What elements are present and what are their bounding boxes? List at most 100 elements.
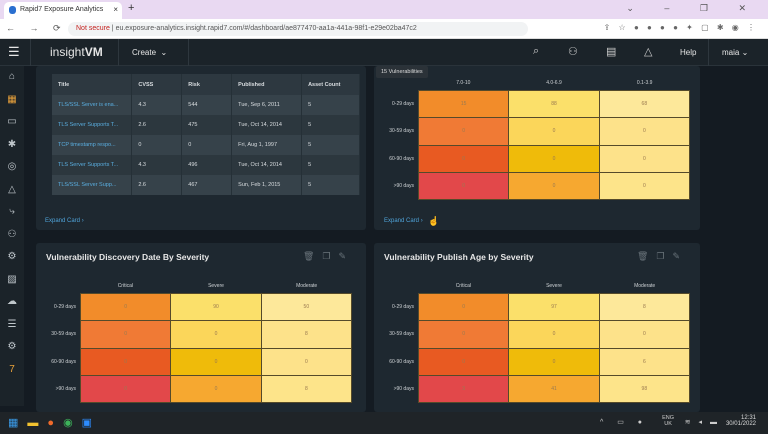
browser-tab[interactable]: Rapid7 Exposure Analytics ×	[4, 2, 122, 19]
card-actions[interactable]: 🗑❐✎	[636, 251, 688, 261]
heatmap-cell[interactable]: 0	[261, 348, 351, 375]
settings-icon[interactable]: ⚙	[7, 341, 17, 352]
table-row[interactable]: TLS Server Supports T... 4.3 496 Tue, Oct 1…	[52, 155, 360, 175]
table-cell: 5	[301, 115, 360, 135]
heatmap-cell[interactable]: 88	[509, 91, 599, 118]
table-row[interactable]: TLS Server Supports T... 2.6 475 Tue, Oct 1…	[52, 115, 360, 135]
network-volume-icons[interactable]: ≋ ◂ ▬	[684, 419, 720, 426]
column-header[interactable]: Published	[231, 74, 303, 95]
window-controls[interactable]: ⌄ – ❐ ✕	[626, 3, 760, 13]
system-tray[interactable]: ^ ▭ ●	[599, 419, 648, 426]
notification-icon[interactable]: △	[644, 46, 653, 58]
create-menu[interactable]: Create ⌄	[132, 48, 168, 57]
url-field[interactable]: Not secure | eu.exposure-analytics.insig…	[68, 22, 528, 36]
heatmap-cell[interactable]: 0	[419, 118, 509, 145]
heatmap-cell[interactable]: 50	[261, 294, 351, 321]
heatmap-cell[interactable]: 0	[171, 321, 261, 348]
heatmap-cell[interactable]: 98	[599, 375, 689, 402]
heatmap-cell[interactable]: 0	[509, 348, 599, 375]
heatmap-cell[interactable]: 0	[419, 348, 509, 375]
heatmap-cell[interactable]: 0	[81, 375, 171, 402]
close-tab-icon[interactable]: ×	[113, 5, 118, 14]
heatmap-cell[interactable]: 0	[599, 118, 689, 145]
heatmap-cell[interactable]: 8	[599, 294, 689, 321]
bug-icon[interactable]: ✱	[7, 138, 17, 150]
heatmap-cell[interactable]: 0	[509, 145, 599, 172]
monitor-icon[interactable]: ▭	[7, 116, 17, 127]
vulnerability-title-link[interactable]: TCP timestamp respo...	[52, 135, 133, 155]
heatmap-cell[interactable]: 8	[261, 375, 351, 402]
language-indicator[interactable]: ENG UK	[662, 415, 674, 427]
column-header[interactable]: Risk	[181, 74, 233, 95]
heatmap-cell[interactable]: 8	[261, 321, 351, 348]
heatmap-cell[interactable]: 97	[509, 294, 599, 321]
heatmap-cell[interactable]: 0	[509, 172, 599, 199]
heatmap-cell[interactable]: 41	[509, 375, 599, 402]
address-bar-row: ← → ⟳ ⌂ Not secure | eu.exposure-analyti…	[0, 19, 768, 39]
warning-icon[interactable]: △	[8, 183, 16, 195]
column-header[interactable]: CVSS	[131, 74, 183, 95]
table-row[interactable]: TCP timestamp respo... 0 0 Fri, Aug 1, 1997…	[52, 135, 360, 155]
heatmap-cell[interactable]: 0	[509, 321, 599, 348]
column-header[interactable]: Title	[52, 74, 133, 95]
dashboard-icon[interactable]: ▦	[7, 93, 17, 105]
gear-icon[interactable]: ⚙	[7, 251, 17, 262]
home-icon[interactable]: ⌂	[8, 71, 16, 82]
column-header[interactable]: Asset Count	[301, 74, 360, 95]
search-icon[interactable]: ⌕	[533, 45, 540, 57]
vulnerability-title-link[interactable]: TLS Server Supports T...	[52, 155, 133, 175]
heatmap-cell[interactable]: 6	[599, 348, 689, 375]
table-cell: 0	[181, 135, 233, 155]
table-row[interactable]: TLS/SSL Server is ena... 4.3 544 Tue, Sep 6…	[52, 95, 360, 115]
list-icon[interactable]: ☰	[7, 318, 17, 330]
heatmap-cell[interactable]: 0	[171, 375, 261, 402]
table-cell: Fri, Aug 1, 1997	[231, 135, 303, 155]
heatmap-cell[interactable]: 0	[599, 172, 689, 199]
heatmap-cell[interactable]: 0	[509, 118, 599, 145]
table-cell: 5	[301, 95, 360, 115]
heatmap-cell[interactable]: 0	[419, 294, 509, 321]
column-label: Critical	[455, 283, 471, 289]
heatmap-grid: 0 97 8 0 0 0 0 0 6 3 41 98	[418, 293, 690, 403]
expand-card-link[interactable]: Expand Card ›	[45, 218, 84, 224]
user-search-icon[interactable]: ⚇	[568, 46, 578, 58]
heatmap-cell[interactable]: 0	[171, 348, 261, 375]
new-tab-button[interactable]: +	[128, 2, 135, 14]
taskbar-apps[interactable]: ▦▬●◉▣	[8, 417, 102, 429]
insightvm-logo[interactable]: insightVM	[50, 45, 103, 59]
vulnerability-title-link[interactable]: TLS Server Supports T...	[52, 115, 133, 135]
not-secure-label: Not secure	[76, 25, 110, 32]
column-label: Severe	[208, 283, 224, 289]
nav-buttons[interactable]: ← → ⟳ ⌂	[6, 23, 87, 33]
user-menu[interactable]: maia ⌄	[722, 48, 749, 57]
vulnerability-title-link[interactable]: TLS/SSL Server Supp...	[52, 175, 133, 195]
heatmap-cell[interactable]: 15	[419, 91, 509, 118]
card-actions[interactable]: 🗑❐✎	[302, 251, 354, 261]
heatmap-cell[interactable]: 0	[81, 294, 171, 321]
heatmap-cell[interactable]: 0	[81, 348, 171, 375]
heatmap-cell[interactable]: 0	[419, 172, 509, 199]
flow-icon[interactable]: ⤷	[9, 206, 15, 217]
compass-icon[interactable]: ◎	[7, 161, 17, 172]
heatmap-cell[interactable]: 90	[171, 294, 261, 321]
heatmap-cell[interactable]: 0	[419, 321, 509, 348]
column-label: 0.1-3.9	[636, 80, 653, 86]
heatmap-cell[interactable]: 0	[599, 145, 689, 172]
extension-icons[interactable]: ⇪ ☆ ● ● ● ● ✦ ▢ ✱ ◉ ⋮	[603, 23, 758, 32]
users-icon[interactable]: ⚇	[7, 228, 17, 240]
calendar-icon[interactable]: ▤	[606, 46, 617, 58]
clock[interactable]: 12:31 30/01/2022	[725, 415, 756, 427]
table-row[interactable]: TLS/SSL Server Supp... 2.6 467 Sun, Feb 1, …	[52, 175, 360, 195]
hamburger-menu-icon[interactable]: ☰	[8, 44, 20, 59]
vulnerability-title-link[interactable]: TLS/SSL Server is ena...	[52, 95, 133, 115]
chart-icon[interactable]: ▨	[7, 273, 17, 285]
heatmap-cell[interactable]: 0	[419, 145, 509, 172]
heatmap-cell[interactable]: 0	[599, 321, 689, 348]
heatmap-cell[interactable]: 68	[599, 91, 689, 118]
help-link[interactable]: Help	[680, 48, 697, 57]
table-cell: Tue, Oct 14, 2014	[231, 155, 303, 175]
heatmap-cell[interactable]: 3	[419, 375, 509, 402]
expand-card-link[interactable]: Expand Card ›	[384, 218, 423, 224]
heatmap-cell[interactable]: 0	[81, 321, 171, 348]
cloud-icon[interactable]: ☁	[7, 296, 17, 307]
